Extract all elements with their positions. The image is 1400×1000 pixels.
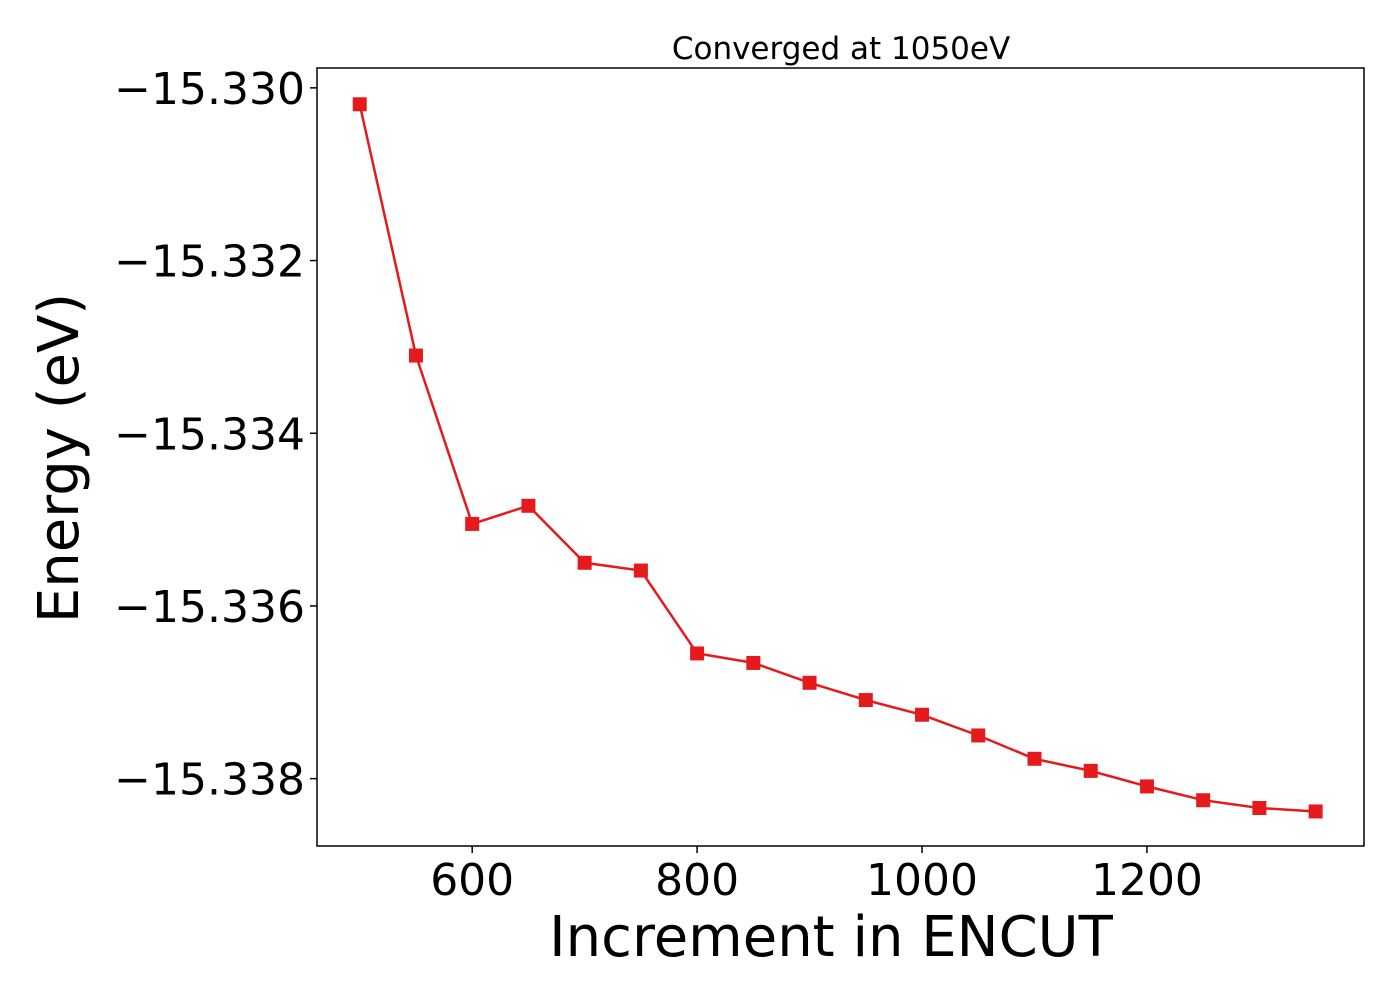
data-point-marker — [1027, 751, 1042, 766]
chart-title: Converged at 1050eV — [672, 31, 1010, 67]
y-tick-label: −15.338 — [114, 755, 305, 806]
data-point-marker — [858, 693, 873, 708]
y-tick-label: −15.332 — [114, 237, 305, 288]
y-axis-title: Energy (eV) — [27, 293, 92, 623]
data-point-marker — [465, 516, 480, 531]
y-tick-label: −15.334 — [114, 409, 305, 460]
data-point-marker — [577, 555, 592, 570]
y-tick-label: −15.336 — [114, 582, 305, 633]
data-point-marker — [802, 675, 817, 690]
x-tick-label: 800 — [655, 855, 739, 906]
x-tick-label: 600 — [430, 855, 514, 906]
data-point-marker — [1308, 804, 1323, 819]
data-point-marker — [352, 97, 367, 112]
data-point-marker — [1083, 763, 1098, 778]
data-point-marker — [633, 563, 648, 578]
x-tick-label: 1000 — [866, 855, 978, 906]
x-axis: 600 800 1000 1200 — [430, 846, 1203, 906]
data-point-marker — [1139, 779, 1154, 794]
series-line — [358, 104, 1316, 813]
data-point-marker — [1252, 801, 1267, 816]
plot-area — [352, 97, 1323, 819]
data-point-marker — [690, 646, 705, 661]
plot-frame — [316, 67, 1365, 847]
data-point-marker — [521, 498, 536, 513]
x-tick-label: 1200 — [1091, 855, 1203, 906]
data-point-marker — [971, 728, 986, 743]
x-axis-title: Increment in ENCUT — [549, 905, 1114, 970]
data-point-marker — [746, 655, 761, 670]
data-point-marker — [915, 707, 930, 722]
y-tick-label: −15.330 — [114, 64, 305, 115]
data-point-marker — [408, 348, 423, 363]
y-axis: −15.330 −15.332 −15.334 −15.336 −15.338 — [114, 64, 317, 806]
data-point-marker — [1196, 793, 1211, 808]
